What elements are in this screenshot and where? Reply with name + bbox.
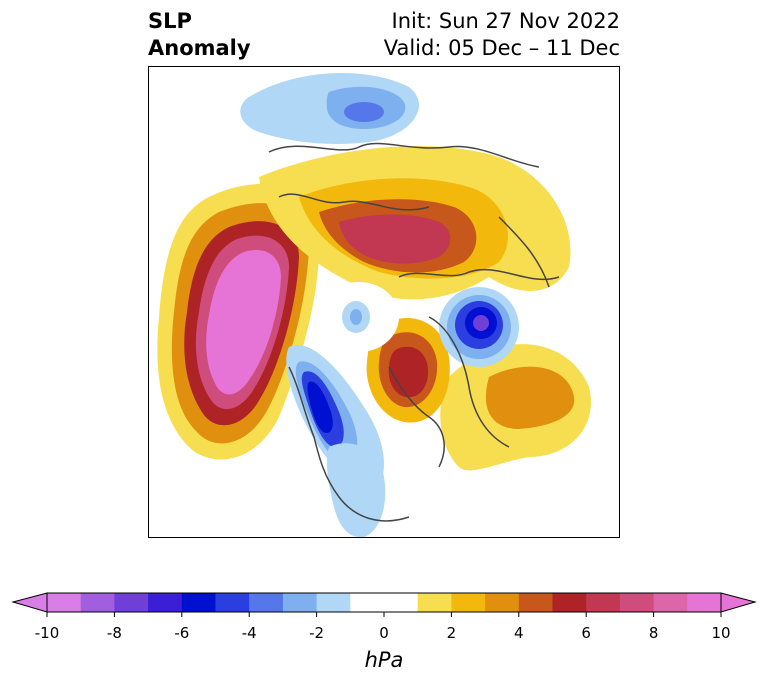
colorbar-segments — [47, 593, 722, 612]
colorbar-tick-label: -10 — [34, 624, 60, 642]
title-right: Init: Sun 27 Nov 2022 Valid: 05 Dec – 11… — [384, 8, 620, 62]
arctic-negative-anomaly — [319, 282, 399, 352]
init-date: Init: Sun 27 Nov 2022 — [391, 9, 620, 33]
greenland-positive-anomaly — [366, 318, 450, 423]
colorbar-tick-label: -6 — [174, 624, 190, 642]
colorbar-segment — [316, 593, 351, 612]
colorbar-tick-label: -8 — [106, 624, 122, 642]
northern-europe-siberia-positive-anomaly — [259, 146, 571, 300]
colorbar-segment — [384, 593, 419, 612]
eastern-us-negative-anomaly — [326, 443, 386, 537]
colorbar-ticks — [46, 612, 722, 617]
colorbar-segment — [47, 593, 82, 612]
colorbar-segment — [451, 593, 486, 612]
africa-negative-anomaly — [240, 73, 420, 144]
colorbar-left-extend-arrow — [11, 592, 48, 613]
colorbar-segment — [586, 593, 621, 612]
title-left: SLP Anomaly — [148, 8, 251, 62]
colorbar-segment — [148, 593, 183, 612]
colorbar-segment — [687, 593, 722, 612]
colorbar-tick-label: 10 — [711, 624, 731, 642]
colorbar-segment — [350, 593, 385, 612]
colorbar-segment — [282, 593, 318, 612]
valid-range: Valid: 05 Dec – 11 Dec — [383, 36, 620, 60]
colorbar-segment — [215, 593, 250, 612]
colorbar-tick-label: 8 — [648, 624, 659, 642]
colorbar-tick-label: 6 — [581, 624, 591, 642]
colorbar-segment — [653, 593, 688, 612]
colorbar-tick-label: -2 — [309, 624, 325, 642]
colorbar-tick-label: 2 — [446, 624, 457, 642]
title-variable: SLP — [148, 9, 192, 33]
colorbar-segment — [80, 593, 115, 612]
title-quantity: Anomaly — [148, 36, 251, 60]
north-atlantic-positive-anomaly — [440, 344, 591, 471]
colorbar-segment — [485, 593, 520, 612]
colorbar-segment — [181, 593, 216, 612]
anomaly-map — [148, 66, 620, 538]
colorbar-segment — [552, 593, 587, 612]
colorbar-tick-label: -4 — [241, 624, 257, 642]
map-svg — [157, 73, 591, 537]
colorbar-segment — [417, 593, 452, 612]
colorbar-right-extend-arrow — [720, 592, 757, 613]
colorbar-tick-label: 4 — [514, 624, 524, 642]
colorbar-segment — [114, 593, 149, 612]
colorbar-segment — [249, 593, 284, 612]
colorbar-unit-label: hPa — [364, 648, 404, 672]
colorbar — [11, 592, 757, 617]
colorbar-segment — [518, 593, 553, 612]
colorbar-tick-label: 0 — [379, 624, 389, 642]
colorbar-segment — [619, 593, 655, 612]
scandinavia-negative-anomaly — [439, 287, 519, 367]
pacific-positive-anomaly — [157, 184, 320, 460]
coastlines — [268, 142, 560, 522]
